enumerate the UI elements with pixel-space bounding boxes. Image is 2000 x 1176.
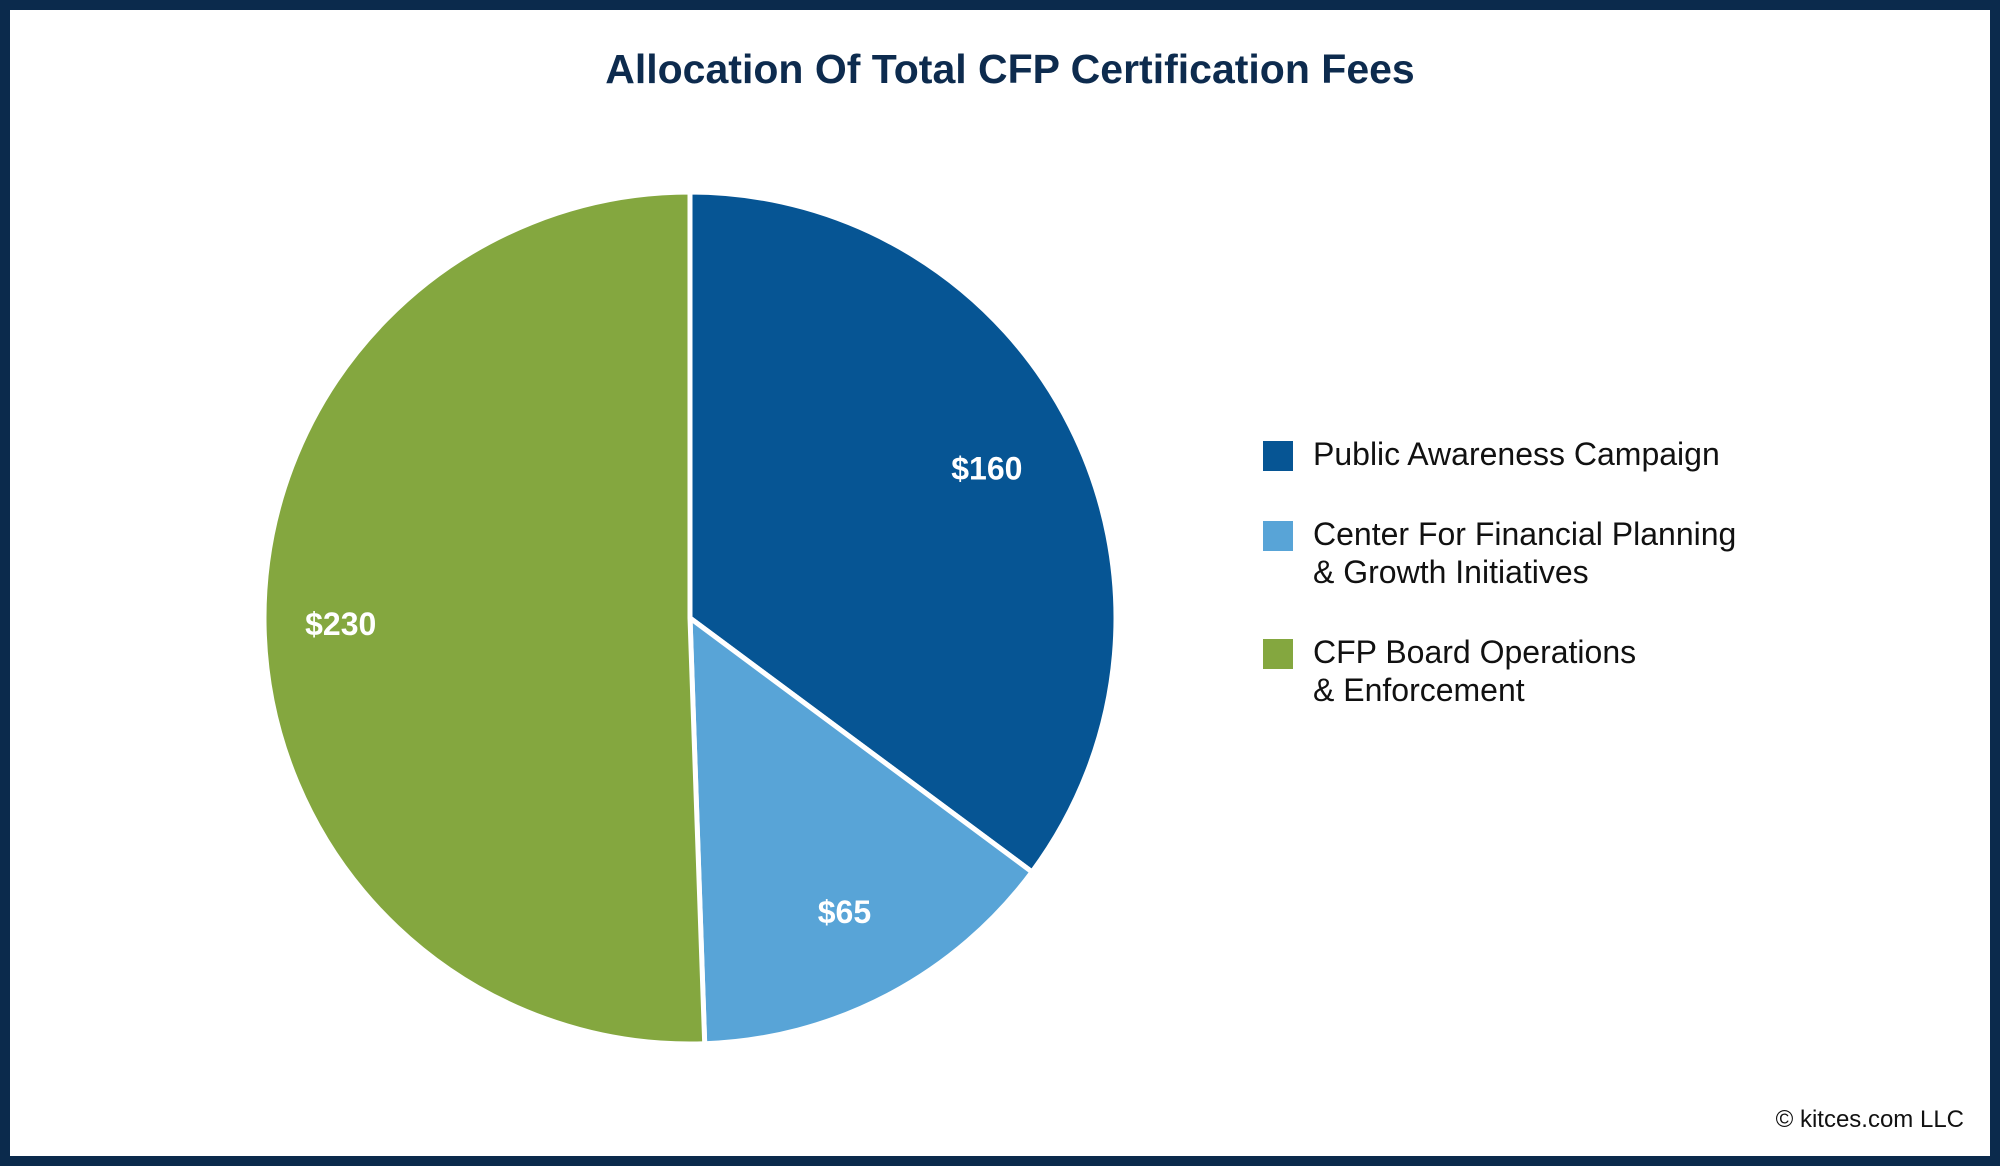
legend-swatch [1263,639,1293,669]
pie-slice [261,189,708,1047]
legend-label: Public Awareness Campaign [1313,436,1720,472]
copyright: © kitces.com LLC [1775,1106,1964,1133]
chart-title: Allocation Of Total CFP Certification Fe… [605,46,1415,92]
slice-data-label: $230 [305,606,376,642]
legend-item: CFP Board Operations & Enforcement [1263,633,1736,709]
legend: Public Awareness Campaign Center For Fina… [1263,435,1736,751]
pie-slice [687,612,1036,1047]
legend-item: Public Awareness Campaign [1263,435,1736,473]
slice-data-label: $65 [818,894,871,930]
legend-label: Center For Financial Planning & Growth I… [1313,516,1737,590]
legend-label: CFP Board Operations & Enforcement [1313,634,1637,708]
legend-swatch [1263,521,1293,551]
legend-swatch [1263,441,1293,471]
pie-slice [687,189,1119,876]
legend-item: Center For Financial Planning & Growth I… [1263,515,1736,591]
slice-data-label: $160 [951,451,1022,487]
pie-chart: $160 $65 $230 [261,189,1119,1047]
